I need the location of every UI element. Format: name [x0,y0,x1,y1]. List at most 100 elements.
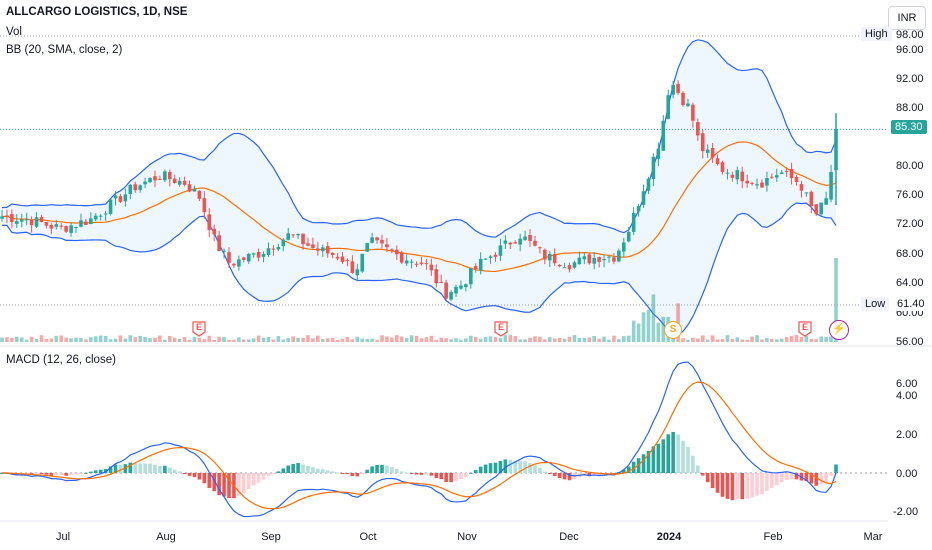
macd-histogram-bar [794,473,799,480]
time-label: 2024 [656,531,682,543]
candle-body [202,198,207,213]
volume-bar [202,339,207,342]
volume-bar [197,337,202,342]
macd-legend[interactable]: MACD (12, 26, close) [6,354,116,366]
macd-histogram-bar [774,473,779,486]
candle-body [380,239,384,244]
volume-bar [217,336,221,342]
macd-histogram-bar [567,473,572,481]
candle-body [543,249,547,260]
macd-histogram-bar [621,469,626,473]
macd-histogram-bar [464,473,468,478]
macd-histogram-bar [725,473,730,499]
macd-histogram-bar [745,473,749,499]
macd-histogram-bar [493,462,498,473]
split-marker[interactable]: S [664,321,682,339]
candle-body [676,83,680,93]
volume-bar [651,294,656,342]
volume-bar [799,336,804,342]
macd-histogram-bar [631,461,636,473]
macd-histogram-bar [49,473,54,476]
volume-bar [592,336,596,342]
volume-bar [720,339,725,342]
symbol-title[interactable]: ALLCARGO LOGISTICS, 1D, NSE [6,6,188,18]
macd-histogram-bar [355,473,360,477]
volume-bar [385,336,389,342]
macd-histogram-bar [133,463,138,473]
volume-bar [182,337,187,342]
volume-bar [133,337,138,342]
volume-bar [547,337,552,342]
price-tick: 92.00 [896,73,924,85]
candle-body [217,235,221,251]
candle-body [419,262,424,265]
volume-bar [256,335,261,342]
flash-icon[interactable]: ⚡ [829,320,849,340]
candle-body [720,162,725,172]
macd-histogram-bar [345,473,350,475]
earnings-marker[interactable]: E [798,321,812,337]
reference-lines [0,35,888,306]
macd-histogram-bar [202,473,207,484]
candle-body [646,178,651,191]
macd-histogram-bar [311,467,315,473]
bb-legend[interactable]: BB (20, SMA, close, 2) [6,44,123,56]
candle-body [93,215,98,220]
candle-body [621,242,626,252]
macd-histogram-bar [93,470,98,473]
volume-bar [626,335,631,342]
candle-body [237,259,241,267]
macd-histogram-bar [187,473,192,476]
macd-histogram-bar [365,469,369,473]
volume-bar [478,338,483,342]
candle-body [394,249,399,255]
currency-button[interactable]: INR [888,6,926,30]
candle-body [355,269,360,276]
candle-body [222,250,226,252]
volume-bar [562,338,567,342]
volume-bar [419,338,424,342]
macd-histogram-bar [375,464,379,473]
volume-bar [320,339,325,342]
macd-histogram-bar [735,473,740,499]
candle-body [167,172,172,180]
candle-body [24,219,29,221]
signal-line [1,381,837,510]
candle-body [123,194,128,202]
macd-histogram-bar [394,468,399,473]
volume-bar [493,337,498,342]
candle-body [814,204,819,215]
candle-body [577,257,582,265]
earnings-marker[interactable]: E [494,321,508,337]
candle-body [760,182,764,188]
earnings-marker[interactable]: E [192,321,206,337]
candle-body [360,253,365,272]
volume-bar [242,339,246,342]
macd-histogram-bar [316,468,320,473]
volume-bar [735,337,740,342]
candle-body [705,149,710,153]
macd-histogram-bar [167,467,172,473]
volume-bar [103,335,108,342]
volume-bar [128,335,133,342]
volume-bar [469,335,473,342]
last-price-badge: 85.30 [891,120,927,134]
volume-bar [582,337,587,342]
candle-body [84,221,88,225]
macd-histogram-bar [449,473,453,483]
candle-body [163,171,167,181]
macd-histogram-bar [829,473,833,476]
volume-bar [360,338,365,342]
volume-bar [158,335,162,342]
volume-bar [631,320,636,342]
candle-body [108,199,113,214]
candle-body [316,248,320,251]
macd-histogram-bar [227,473,231,499]
volume-legend[interactable]: Vol [6,26,22,38]
volume-bar [237,337,241,342]
macd-histogram-bar [271,473,276,474]
macd-histogram-bar [676,434,680,473]
volume-bar [557,338,562,342]
macd-histogram-bar [770,473,774,488]
